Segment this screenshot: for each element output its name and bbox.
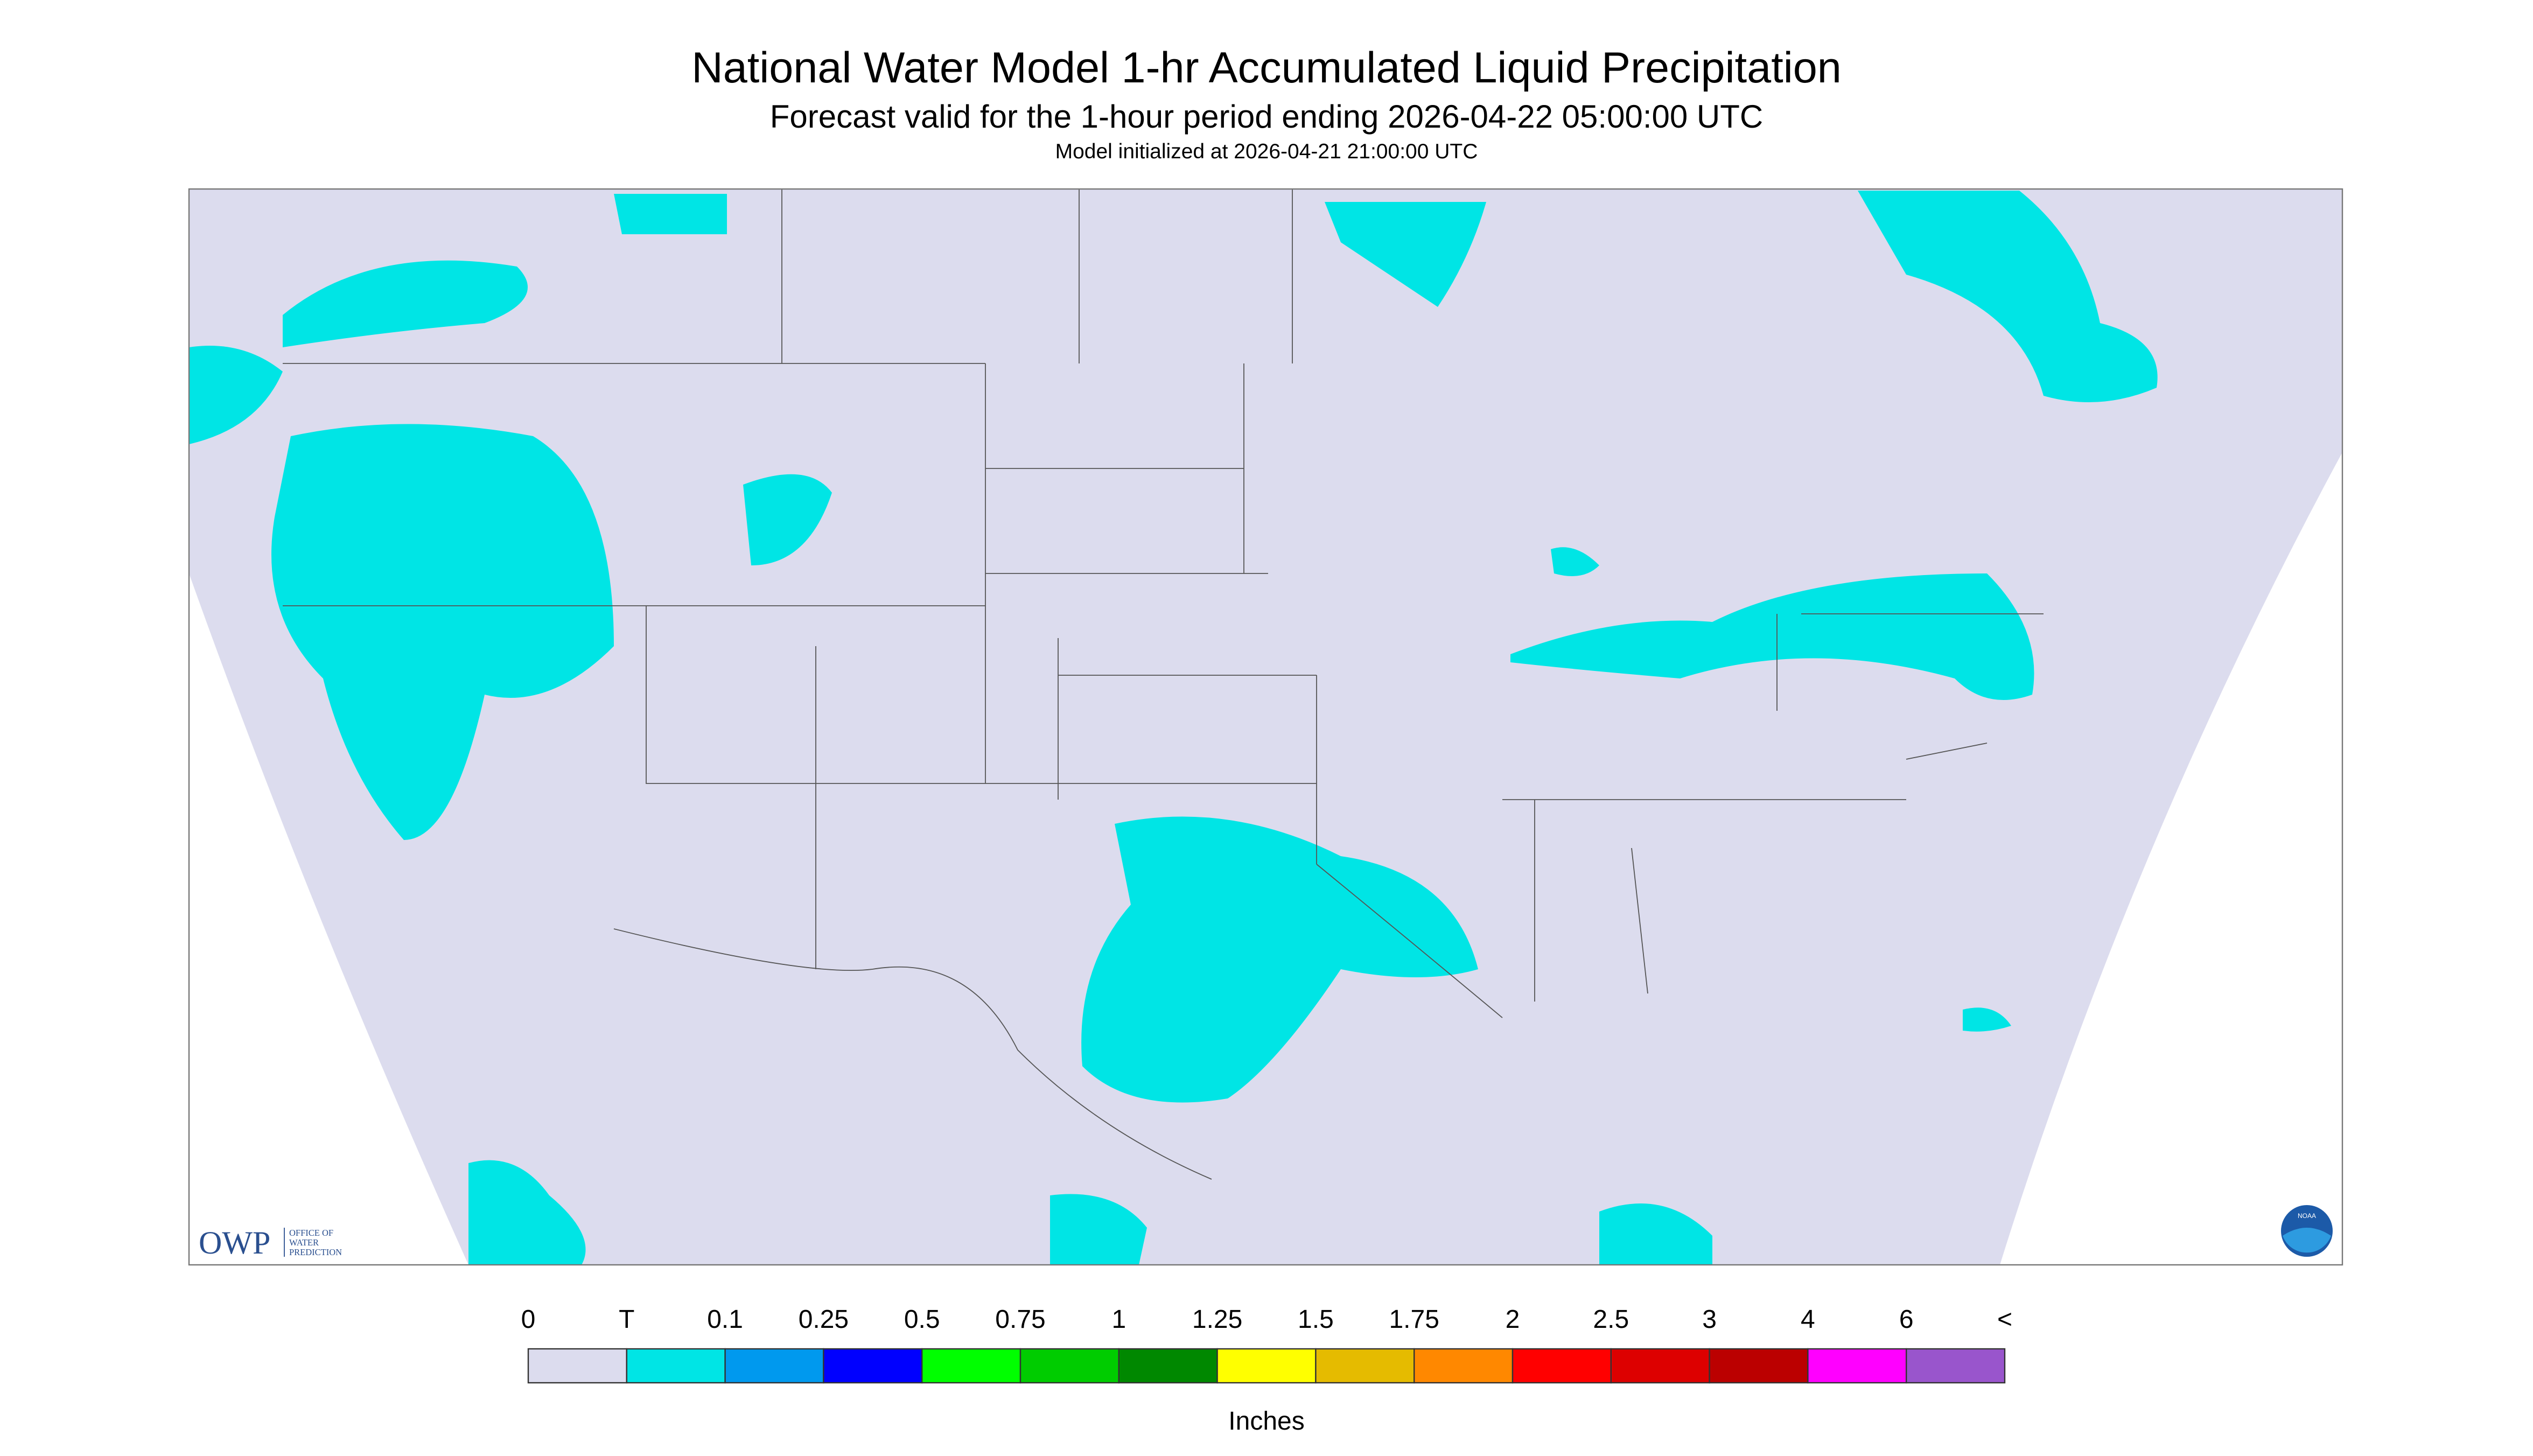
- init-time: Model initialized at 2026-04-21 21:00:00…: [1055, 140, 1478, 163]
- legend-swatch: [1216, 1348, 1317, 1384]
- legend-swatch: [1807, 1348, 1907, 1384]
- legend-swatch: [1709, 1348, 1809, 1384]
- map-frame: [188, 188, 2343, 1266]
- owp-line: WATER: [289, 1237, 319, 1248]
- legend-swatch: [1512, 1348, 1612, 1384]
- map-domain: [189, 189, 2342, 1265]
- legend-label: <: [1997, 1305, 2012, 1334]
- legend-swatch: [1905, 1348, 2006, 1384]
- subtitle: Forecast valid for the 1-hour period end…: [770, 99, 1763, 135]
- legend-label: 1.75: [1389, 1305, 1439, 1334]
- legend-label: 4: [1801, 1305, 1815, 1334]
- legend-label: T: [619, 1305, 634, 1334]
- legend-swatch: [1610, 1348, 1710, 1384]
- legend-swatch: [1315, 1348, 1415, 1384]
- noaa-text: NOAA: [2298, 1212, 2316, 1220]
- legend-label: 1.5: [1298, 1305, 1334, 1334]
- legend-swatch: [527, 1348, 628, 1384]
- owp-text: OWP: [199, 1225, 270, 1261]
- legend-units: Inches: [1228, 1407, 1304, 1436]
- legend-swatch: [921, 1348, 1021, 1384]
- legend-swatch: [1118, 1348, 1218, 1384]
- legend-label: 0.25: [799, 1305, 849, 1334]
- legend-label: 0: [521, 1305, 536, 1334]
- noaa-logo: NOAA: [2281, 1205, 2333, 1257]
- legend-label: 2: [1506, 1305, 1520, 1334]
- title: National Water Model 1-hr Accumulated Li…: [691, 44, 1842, 92]
- legend-label: 0.1: [707, 1305, 743, 1334]
- legend-label: 6: [1899, 1305, 1914, 1334]
- legend-swatch: [626, 1348, 726, 1384]
- legend: 0 T 0.1 0.25 0.5 0.75 1 1.25 1.5 1.75 2 2.5 3 4 6 <: [521, 1305, 2012, 1384]
- legend-label: 3: [1702, 1305, 1717, 1334]
- owp-logo: OWP OFFICE OF WATER PREDICTION: [199, 1225, 342, 1261]
- legend-swatch: [823, 1348, 923, 1384]
- legend-label: 1.25: [1192, 1305, 1242, 1334]
- legend-label: 2.5: [1593, 1305, 1629, 1334]
- precip-areas: [189, 191, 2158, 1265]
- legend-swatch: [1414, 1348, 1514, 1384]
- owp-line: OFFICE OF: [289, 1228, 333, 1238]
- legend-label: 0.75: [995, 1305, 1045, 1334]
- legend-swatch: [724, 1348, 824, 1384]
- legend-label: 1: [1111, 1305, 1126, 1334]
- borders: [283, 189, 2044, 1180]
- owp-line: PREDICTION: [289, 1247, 342, 1257]
- legend-label: 0.5: [904, 1305, 940, 1334]
- map: [188, 188, 2343, 1266]
- legend-swatch: [1019, 1348, 1120, 1384]
